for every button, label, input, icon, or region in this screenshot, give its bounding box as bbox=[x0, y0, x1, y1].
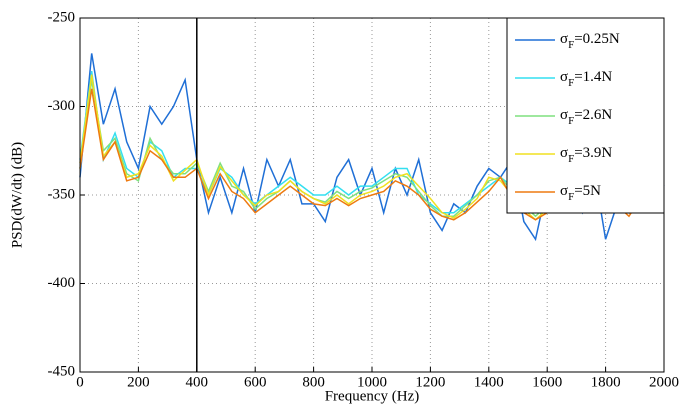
y-axis-label: PSD(dW/dt) (dB) bbox=[9, 142, 25, 248]
x-tick-label: 1600 bbox=[532, 374, 562, 390]
legend-label: σF=2.6N bbox=[560, 107, 612, 126]
y-tick-label: -450 bbox=[48, 363, 76, 379]
x-tick-label: 1000 bbox=[357, 374, 387, 390]
x-tick-label: 800 bbox=[302, 374, 325, 390]
legend-label: σF=5N bbox=[560, 183, 601, 202]
y-tick-label: -300 bbox=[48, 98, 76, 114]
x-tick-label: 200 bbox=[127, 374, 150, 390]
x-tick-label: 400 bbox=[186, 374, 209, 390]
y-tick-label: -350 bbox=[48, 186, 76, 202]
x-tick-label: 1800 bbox=[591, 374, 621, 390]
y-tick-label: -400 bbox=[48, 275, 76, 291]
x-tick-label: 0 bbox=[76, 374, 84, 390]
legend-label: σF=0.25N bbox=[560, 31, 620, 50]
y-tick-label: -250 bbox=[48, 9, 76, 25]
x-axis-label: Frequency (Hz) bbox=[325, 388, 420, 404]
x-tick-label: 2000 bbox=[649, 374, 679, 390]
x-tick-label: 1200 bbox=[415, 374, 445, 390]
legend-label: σF=1.4N bbox=[560, 69, 612, 88]
legend-label: σF=3.9N bbox=[560, 145, 612, 164]
x-tick-label: 1400 bbox=[474, 374, 504, 390]
x-tick-label: 600 bbox=[244, 374, 267, 390]
